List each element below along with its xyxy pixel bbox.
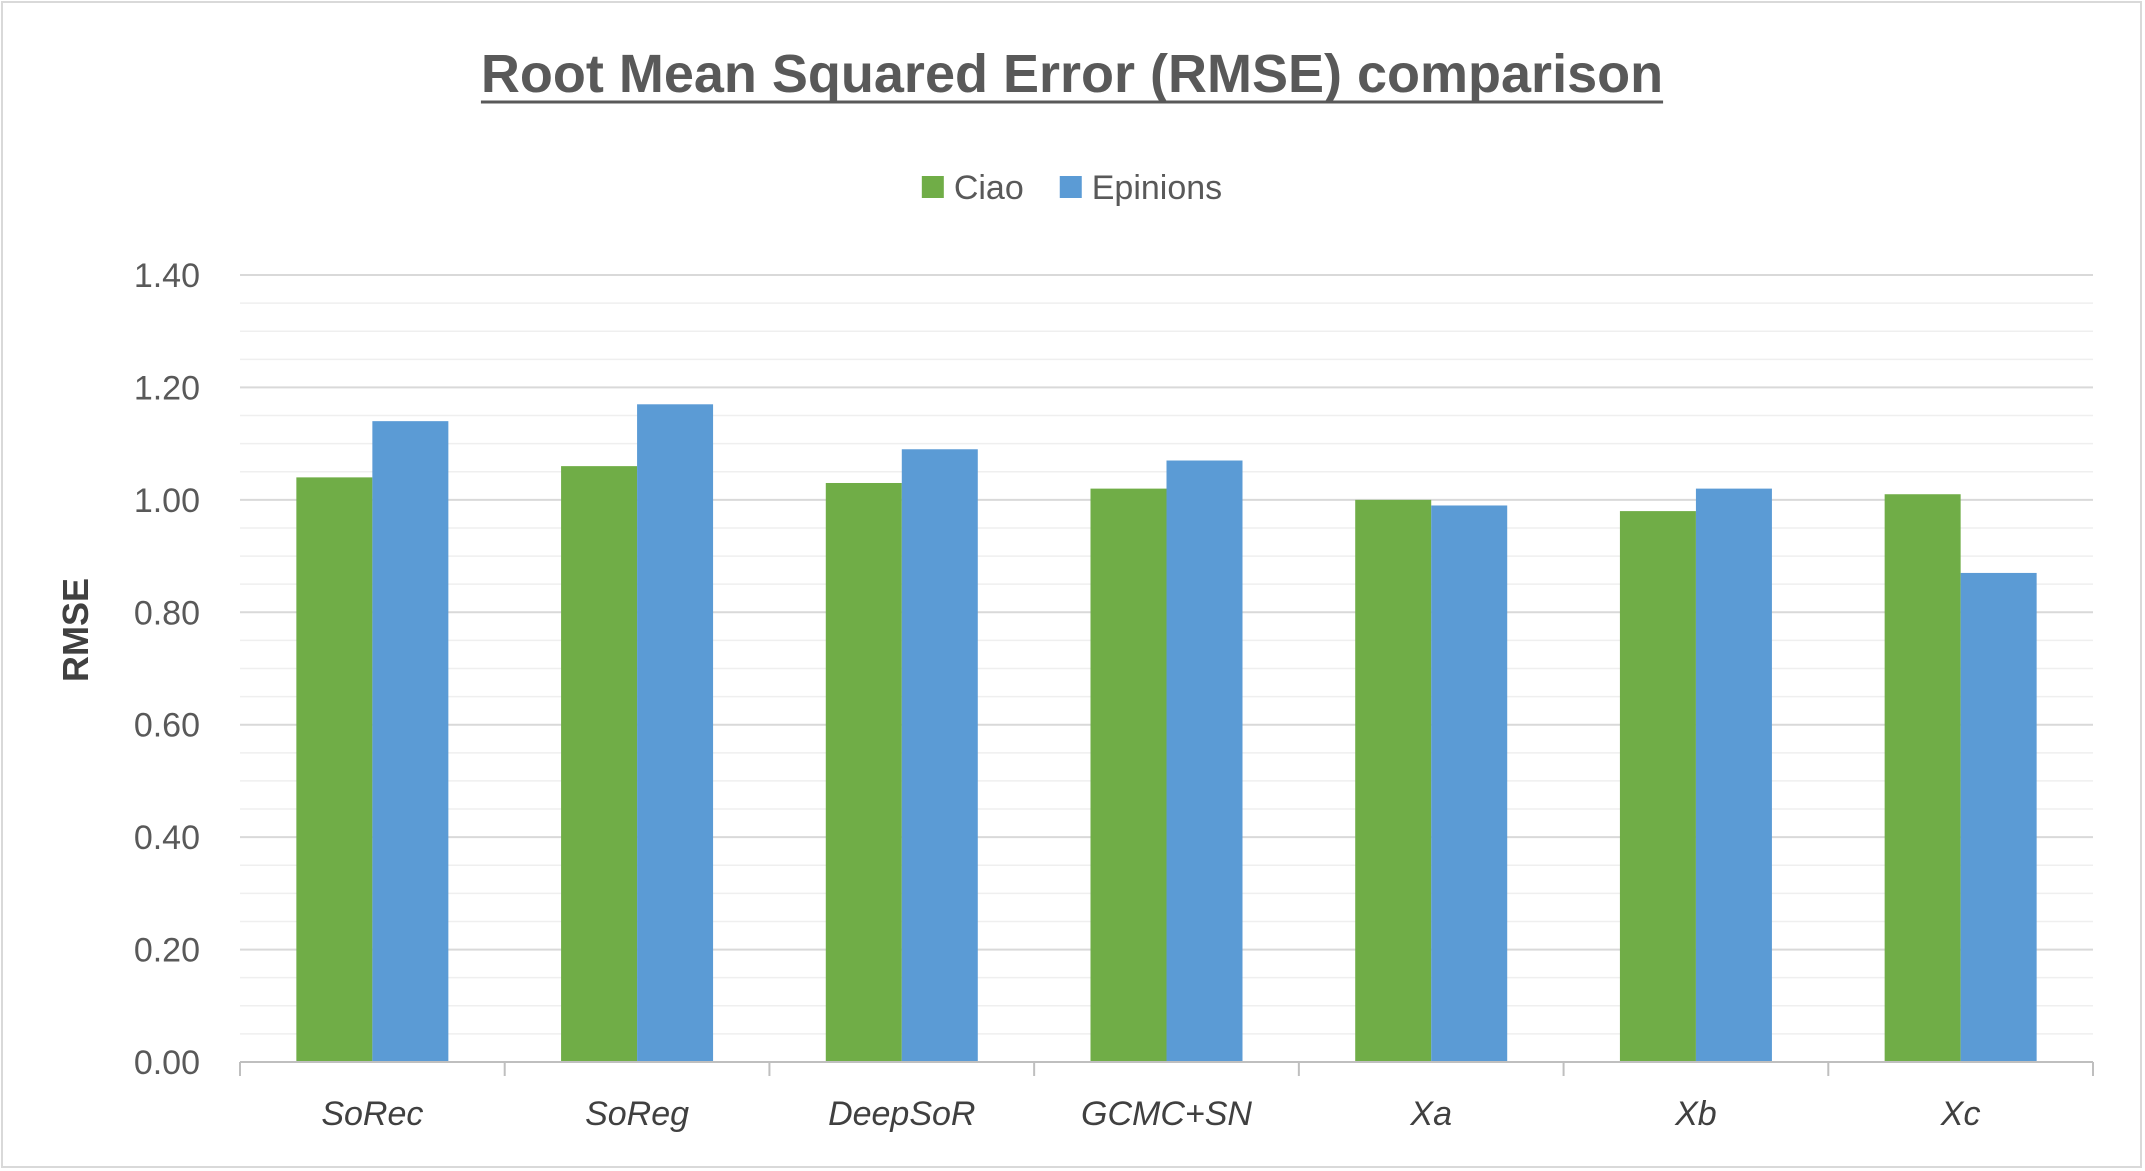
x-tick-label: GCMC+SN (1081, 1095, 1252, 1133)
x-tick-label: Xa (1409, 1095, 1452, 1133)
legend-swatch-epinions (1059, 176, 1082, 198)
bar-epinions-xb (1695, 488, 1772, 1063)
x-tick-label: DeepSoR (828, 1095, 975, 1133)
legend-label: Ciao (954, 169, 1024, 207)
legend-swatch-ciao (921, 176, 944, 198)
y-axis-label: RMSE (55, 578, 96, 682)
chart-title: Root Mean Squared Error (RMSE) compariso… (481, 44, 1663, 104)
bar-ciao-deepsor (825, 482, 902, 1062)
y-tick-label: 0.80 (134, 594, 200, 632)
legend: Ciao Epinions (921, 169, 1222, 207)
x-tick-label: SoRec (321, 1095, 423, 1133)
bar-ciao-xb (1619, 511, 1696, 1063)
bar-epinions-sorec (372, 421, 449, 1063)
x-tick-label: Xc (1940, 1095, 1981, 1133)
bar-epinions-xc (1960, 572, 2037, 1062)
bar-epinions-xa (1431, 505, 1508, 1062)
y-tick-label: 0.40 (134, 819, 200, 857)
y-tick-label: 1.40 (134, 257, 200, 295)
x-tick-label: Xb (1674, 1095, 1717, 1133)
bar-epinions-gcmc-sn (1166, 460, 1243, 1062)
bar-epinions-soreg (637, 404, 714, 1062)
bar-epinions-deepsor (901, 449, 978, 1062)
bar-ciao-xa (1355, 499, 1432, 1062)
y-tick-label: 1.00 (134, 482, 200, 520)
bar-ciao-sorec (296, 477, 373, 1062)
bar-ciao-xc (1884, 494, 1961, 1062)
y-tick-label: 0.20 (134, 932, 200, 970)
y-tick-label: 1.20 (134, 369, 200, 407)
y-tick-label: 0.60 (134, 707, 200, 745)
y-tick-label: 0.00 (134, 1044, 200, 1082)
axes: 0.00 0.20 0.40 0.60 0.80 1.00 1.20 1.40 SoRec SoR… (134, 257, 2094, 1133)
x-tick-label: SoReg (585, 1095, 689, 1133)
bar-ciao-gcmc-sn (1090, 488, 1167, 1063)
legend-label: Epinions (1092, 169, 1222, 207)
bar-ciao-soreg (561, 466, 638, 1063)
bars (296, 404, 2037, 1063)
